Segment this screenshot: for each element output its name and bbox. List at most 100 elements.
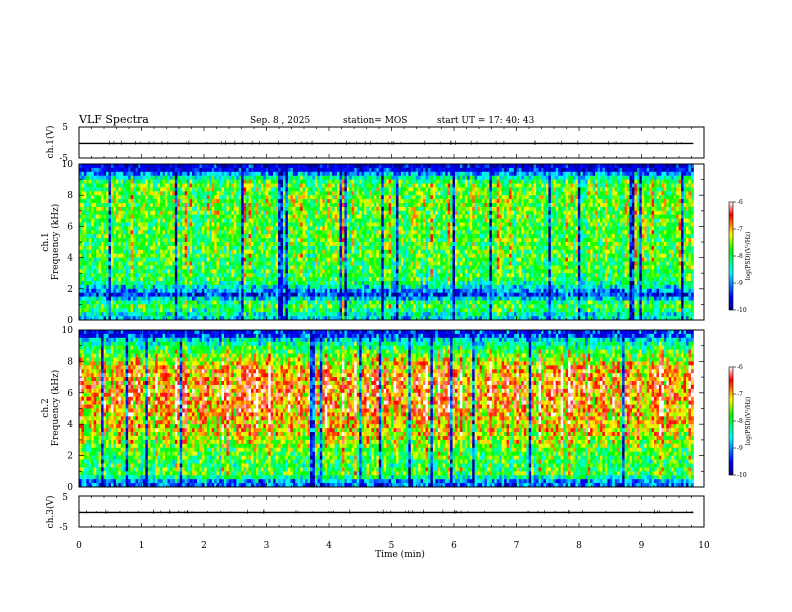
spectrogram-cell [327, 277, 331, 282]
spectrogram-cell [106, 242, 109, 247]
spectrogram-cell [165, 179, 168, 184]
spectrogram-cell [167, 214, 171, 219]
spectrogram-cell [103, 273, 107, 278]
spectrogram-cell [337, 195, 340, 200]
spectrogram-cell [209, 257, 213, 262]
spectrogram-cell [270, 284, 274, 290]
spectrogram-cell [364, 203, 367, 208]
spectrogram-cell [282, 230, 286, 235]
spectrogram-cell [135, 292, 139, 297]
spectrogram-cell [292, 210, 296, 216]
spectrogram-cell [368, 245, 372, 251]
spectrogram-cell [251, 292, 254, 297]
spectrogram-cell [221, 269, 225, 274]
spectrogram-cell [356, 242, 360, 247]
spectrogram-cell [216, 253, 220, 258]
spectrogram-cell [238, 226, 242, 231]
spectrogram-cell [110, 210, 114, 216]
spectrogram-cell [366, 226, 370, 231]
spectrogram-cell [223, 179, 227, 184]
spectrogram-cell [231, 187, 235, 192]
spectrogram-cell [98, 273, 102, 278]
spectrogram-cell [147, 234, 151, 239]
spectrogram-cell [341, 187, 345, 192]
spectrogram-cell [120, 222, 124, 227]
spectrogram-cell [179, 242, 183, 247]
spectrogram-cell [125, 230, 129, 235]
spectrogram-cell [253, 222, 257, 227]
spectrogram-cell [344, 164, 348, 169]
spectrogram-cell [169, 175, 173, 180]
spectrogram-cell [152, 222, 156, 227]
spectrogram-cell [368, 312, 372, 317]
spectrogram-cell [219, 191, 222, 196]
spectrogram-cell [263, 292, 267, 297]
spectrogram-cell [349, 257, 353, 262]
spectrogram-cell [341, 238, 345, 243]
spectrogram-cell [253, 203, 257, 208]
spectrogram-cell [172, 191, 176, 196]
spectrogram-cell [174, 273, 178, 278]
spectrogram-cell [295, 249, 299, 255]
spectrogram-cell [314, 312, 318, 317]
spectrogram-cell [223, 226, 227, 231]
spectrogram-cell [285, 171, 289, 177]
spectrogram-cell [199, 288, 203, 294]
spectrogram-cell [346, 214, 350, 219]
spectrogram-cell [236, 261, 240, 266]
spectrogram-cell [371, 273, 375, 278]
spectrogram-cell [324, 191, 328, 196]
spectrogram-cell [356, 308, 360, 313]
spectrogram-cell [282, 273, 286, 278]
spectrogram-cell [295, 164, 299, 169]
spectrogram-cell [359, 164, 363, 169]
spectrogram-cell [103, 191, 107, 196]
spectrogram-cell [130, 230, 134, 235]
spectrogram-cell [137, 183, 141, 188]
spectrogram-cell [368, 187, 372, 192]
spectrogram-cell [368, 214, 372, 219]
spectrogram-cell [221, 187, 225, 192]
spectrogram-cell [81, 171, 85, 177]
spectrogram-cell [255, 257, 259, 262]
spectrogram-cell [113, 199, 117, 204]
spectrogram-cell [312, 214, 316, 219]
spectrogram-cell [297, 300, 301, 305]
spectrogram-cell [160, 175, 163, 180]
spectrogram-cell [275, 316, 279, 321]
spectrogram-cell [194, 300, 198, 305]
spectrogram-cell [334, 234, 338, 239]
spectrogram-cell [260, 226, 264, 231]
spectrogram-cell [184, 269, 188, 274]
spectrogram-cell [253, 245, 257, 251]
spectrogram-cell [292, 167, 296, 173]
spectrogram-cell [147, 179, 151, 184]
spectrogram-cell [265, 304, 269, 309]
spectrogram-cell [140, 292, 144, 297]
spectrogram-cell [142, 191, 146, 196]
spectrogram-cell [243, 253, 247, 258]
spectrogram-cell [366, 300, 370, 305]
spectrogram-cell [160, 238, 163, 243]
spectrogram-cell [285, 226, 289, 231]
spectrogram-cell [103, 257, 107, 262]
spectrogram-cell [322, 226, 326, 231]
spectrogram-cell [314, 179, 318, 184]
spectrogram-cell [106, 249, 109, 255]
spectrogram-cell [268, 164, 272, 169]
spectrogram-cell [344, 257, 348, 262]
spectrogram-cell [364, 316, 367, 321]
spectrogram-cell [103, 187, 107, 192]
spectrogram-cell [319, 171, 323, 177]
spectrogram-cell [324, 179, 328, 184]
spectrogram-cell [312, 288, 316, 294]
spectrogram-cell [231, 269, 235, 274]
spectrogram-cell [96, 210, 100, 216]
spectrogram-cell [123, 195, 127, 200]
spectrogram-cell [91, 175, 95, 180]
spectrogram-cell [260, 269, 264, 274]
spectrogram-cell [260, 191, 264, 196]
spectrogram-cell [351, 308, 355, 313]
spectrogram-cell [307, 273, 311, 278]
spectrogram-cell [366, 210, 370, 216]
